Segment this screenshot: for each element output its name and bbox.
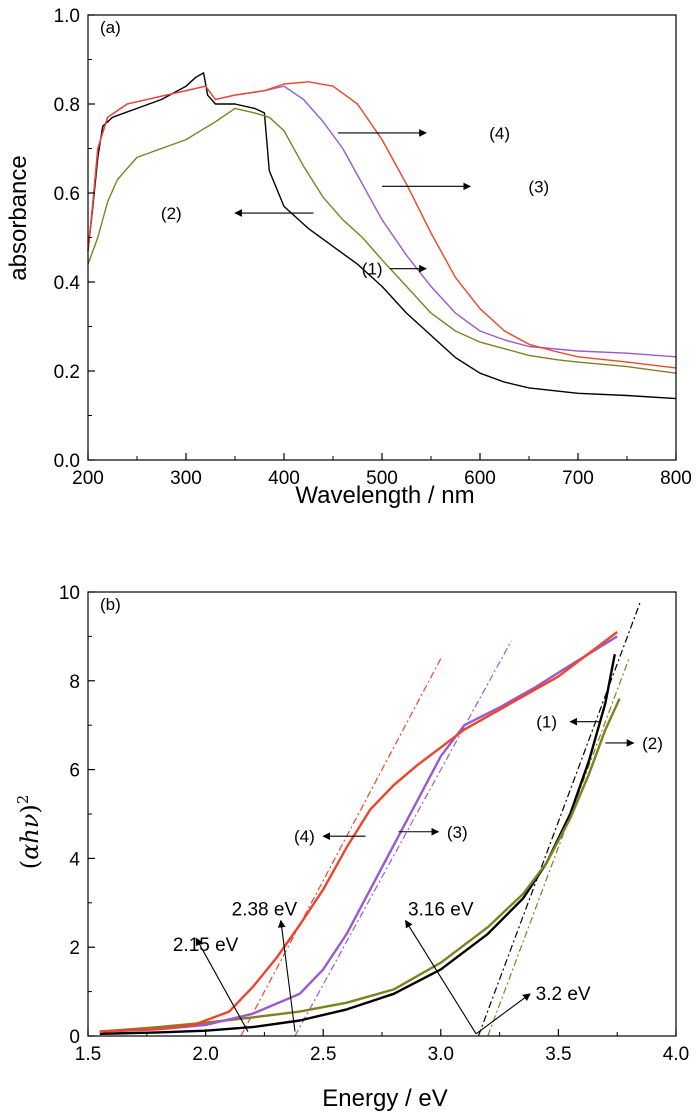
y-tick-label: 0 xyxy=(69,1027,80,1048)
panel-b-y-ticks: 0 2 4 6 8 10 xyxy=(59,583,95,1048)
y-tick-label: 0.2 xyxy=(54,362,80,383)
bandgap-label-arrow xyxy=(277,919,296,1032)
panel-b-x-ticks: 1.5 2.0 2.5 3.0 3.5 4.0 xyxy=(75,1029,689,1065)
curve-label-4: (4) xyxy=(489,124,510,143)
curve-label-3: (3) xyxy=(447,823,468,842)
curve-label-4: (4) xyxy=(294,827,315,846)
bandgap-label-3.16-ev: 3.16 eV xyxy=(408,899,474,920)
series-line-1 xyxy=(99,653,616,1035)
panel-b-fit-lines xyxy=(240,600,642,1037)
x-tick-label: 800 xyxy=(660,468,692,489)
curve-label-1: (1) xyxy=(362,260,383,279)
bandgap-label-arrow xyxy=(405,919,477,1035)
y-tick-label: 8 xyxy=(69,672,80,693)
panel-a-absorbance-chart: (1)(2)(3)(4) 200 300 400 500 600 700 800 0.00.… xyxy=(5,6,692,509)
x-tick-label: 300 xyxy=(170,468,202,489)
panel-b-plot-frame xyxy=(87,591,677,1037)
x-tick-label: 700 xyxy=(562,468,594,489)
y-tick-label: 0.6 xyxy=(54,184,80,205)
x-tick-label: 3.0 xyxy=(428,1044,454,1065)
y-tick-label: 2 xyxy=(69,938,80,959)
y-tick-label: 1.0 xyxy=(54,6,80,27)
panel-b-x-axis-label: Energy / eV xyxy=(322,1085,447,1112)
fit-line-2 xyxy=(487,658,630,1037)
y-tick-label: 4 xyxy=(69,849,80,870)
bandgap-label-arrow xyxy=(195,937,249,1032)
curve-label-3: (3) xyxy=(528,177,549,196)
x-tick-label: 3.5 xyxy=(545,1044,571,1065)
panel-a-x-axis-label: Wavelength / nm xyxy=(295,482,474,509)
y-tick-label: 10 xyxy=(59,583,80,604)
panel-a-annotations: (1) (2) (3) (4) xyxy=(161,124,549,279)
panel-b-tauc-plot: (1)(2)(3)(4)2.15 eV2.38 eV 3.16 eV3.2 eV … xyxy=(14,583,689,1112)
fit-line-4 xyxy=(240,658,442,1037)
series-line-1 xyxy=(87,72,677,400)
panel-a-y-axis-label: absorbance xyxy=(5,155,32,280)
series-line-4 xyxy=(99,631,618,1033)
x-tick-label: 2.0 xyxy=(192,1044,218,1065)
panel-a-x-ticks: 200 300 400 500 600 700 800 xyxy=(72,453,692,489)
y-tick-label: 0.0 xyxy=(54,451,80,472)
series-line-2 xyxy=(87,107,677,374)
series-line-3 xyxy=(99,635,618,1033)
x-tick-label: 500 xyxy=(366,468,398,489)
x-tick-label: 4.0 xyxy=(663,1044,689,1065)
y-tick-label: 0.4 xyxy=(54,273,81,294)
y-tick-label: 6 xyxy=(69,761,80,782)
x-tick-label: 400 xyxy=(268,468,300,489)
panel-b-annotations: (1) (2) (3) (4) 2.15 eV 2.38 eV 3.16 eV 3.2 eV xyxy=(173,713,663,1035)
bandgap-label-2.15-ev: 2.15 eV xyxy=(173,935,239,956)
bandgap-label-3.2-ev: 3.2 eV xyxy=(536,984,591,1005)
panel-b-label: (b) xyxy=(100,595,121,614)
fit-line-1 xyxy=(477,600,642,1037)
bandgap-label-arrow xyxy=(475,993,531,1035)
curve-label-1: (1) xyxy=(536,713,557,732)
y-tick-label: 0.8 xyxy=(54,95,80,116)
panel-a-label: (a) xyxy=(100,18,121,37)
bandgap-label-2.38-ev: 2.38 eV xyxy=(232,899,298,920)
curve-label-2: (2) xyxy=(642,734,663,753)
panel-a-series-group xyxy=(87,72,677,400)
x-tick-label: 600 xyxy=(464,468,496,489)
panel-b-y-axis-label: (αhν)2 xyxy=(14,795,44,870)
x-tick-label: 2.5 xyxy=(310,1044,336,1065)
panel-a-y-ticks: 0.0 0.2 0.4 0.6 0.8 1.0 xyxy=(54,6,95,472)
series-line-4 xyxy=(87,81,677,369)
x-tick-label: 200 xyxy=(72,468,104,489)
x-tick-label: 1.5 xyxy=(75,1044,101,1065)
curve-label-2: (2) xyxy=(161,204,182,223)
fit-line-3 xyxy=(294,640,512,1037)
panel-b-series-group xyxy=(99,631,621,1035)
